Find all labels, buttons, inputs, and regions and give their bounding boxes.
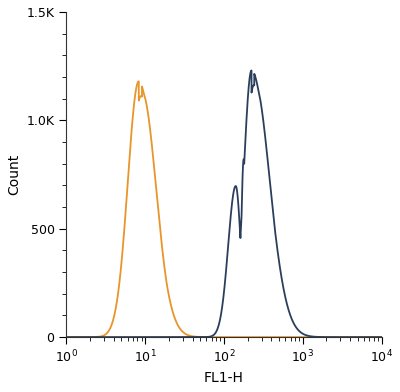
Y-axis label: Count: Count [7,154,21,195]
X-axis label: FL1-H: FL1-H [204,371,244,385]
